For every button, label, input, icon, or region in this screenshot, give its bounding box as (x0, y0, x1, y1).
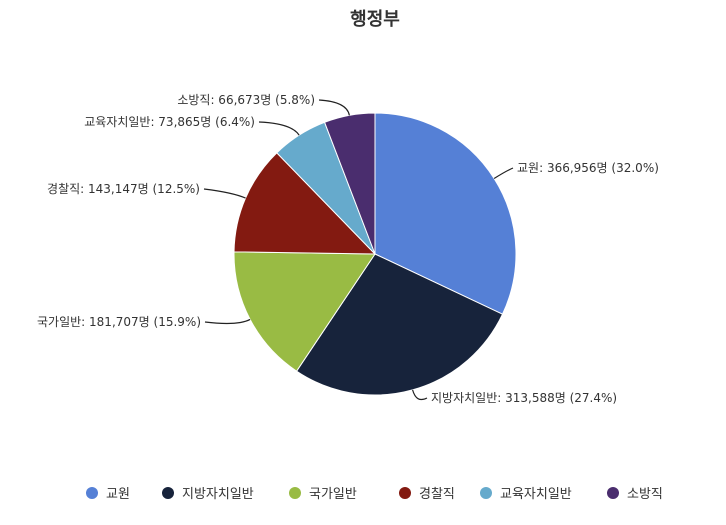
legend-marker-5 (480, 487, 492, 499)
pie-slice-4[interactable] (233, 152, 377, 255)
legend-label-3: 국가일반 (309, 487, 357, 502)
pie-slices (233, 112, 517, 396)
legend-label-6: 소방직 (627, 487, 663, 502)
legend-marker-1 (86, 487, 98, 499)
legend-label-1: 교원 (106, 487, 130, 502)
legend-label-2: 지방자치일반 (182, 487, 254, 502)
legend-item-2[interactable]: 지방자치일반 (162, 487, 254, 502)
leader-line-1 (493, 167, 514, 180)
leader-line-2 (412, 389, 428, 401)
legend-item-3[interactable]: 국가일반 (289, 487, 357, 502)
data-label-3: 국가일반: 181,707명 (15.9%) (37, 315, 201, 329)
legend-item-4[interactable]: 경찰직 (399, 487, 455, 502)
legend-marker-4 (399, 487, 411, 499)
leader-line-4 (203, 188, 246, 199)
leader-line-6 (318, 99, 350, 116)
data-label-2: 지방자치일반: 313,588명 (27.4%) (431, 391, 617, 405)
label-leader-lines (203, 99, 514, 401)
pie-slice-1[interactable] (374, 112, 517, 315)
legend-label-5: 교육자치일반 (500, 487, 572, 502)
data-labels: 교원: 366,956명 (32.0%) 지방자치일반: 313,588명 (27… (37, 93, 659, 405)
legend-marker-6 (607, 487, 619, 499)
leader-line-3 (204, 318, 251, 325)
legend-label-4: 경찰직 (419, 487, 455, 502)
pie-slice-3[interactable] (233, 251, 376, 372)
legend-item-5[interactable]: 교육자치일반 (480, 487, 572, 502)
chart-title: 행정부 (350, 9, 400, 30)
legend-marker-3 (289, 487, 301, 499)
legend-marker-2 (162, 487, 174, 499)
legend-item-1[interactable]: 교원 (86, 487, 130, 502)
data-label-6: 소방직: 66,673명 (5.8%) (177, 93, 315, 107)
data-label-1: 교원: 366,956명 (32.0%) (517, 161, 659, 175)
legend-item-6[interactable]: 소방직 (607, 487, 663, 502)
data-label-5: 교육자치일반: 73,865명 (6.4%) (84, 115, 255, 129)
legend: 교원 지방자치일반 국가일반 경찰직 교육자치일반 소방직 (86, 487, 663, 502)
data-label-4: 경찰직: 143,147명 (12.5%) (47, 182, 200, 196)
pie-slice-2[interactable] (295, 253, 504, 396)
leader-line-5 (258, 121, 300, 136)
